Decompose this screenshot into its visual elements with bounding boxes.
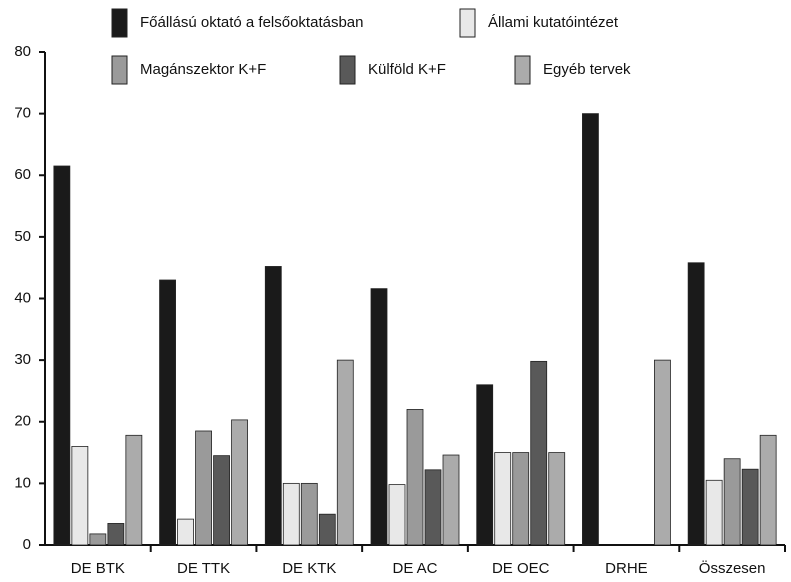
bar bbox=[512, 452, 530, 546]
bar bbox=[759, 434, 777, 546]
legend-label: Egyéb tervek bbox=[543, 61, 631, 78]
x-tick-label: DE AC bbox=[392, 560, 437, 577]
x-tick-label: DRHE bbox=[605, 560, 648, 577]
legend-swatch bbox=[459, 8, 476, 38]
legend-swatch bbox=[339, 55, 356, 85]
bar bbox=[318, 513, 336, 546]
x-tick-label: Összesen bbox=[699, 559, 766, 577]
bar bbox=[89, 533, 107, 546]
bar bbox=[231, 419, 248, 546]
legend-label: Magánszektor K+F bbox=[140, 61, 266, 78]
bar bbox=[264, 266, 282, 546]
bar bbox=[654, 359, 671, 546]
x-tick-label: DE OEC bbox=[492, 560, 550, 577]
y-tick-label: 60 bbox=[14, 166, 31, 183]
bar bbox=[336, 359, 354, 546]
bar bbox=[494, 452, 512, 546]
y-tick-label: 80 bbox=[14, 43, 31, 60]
x-tick-label: DE BTK bbox=[71, 560, 125, 577]
bar bbox=[300, 482, 318, 546]
bar bbox=[177, 518, 194, 546]
bar bbox=[107, 523, 125, 546]
bar bbox=[159, 279, 176, 546]
legend-swatch bbox=[111, 8, 128, 38]
bar bbox=[582, 113, 599, 546]
y-tick-label: 40 bbox=[14, 289, 31, 306]
bar bbox=[741, 468, 759, 546]
bar bbox=[125, 434, 143, 546]
legend-label: Külföld K+F bbox=[368, 61, 446, 78]
bar bbox=[53, 165, 71, 546]
y-tick-label: 20 bbox=[14, 413, 31, 430]
bar bbox=[476, 384, 494, 546]
bar bbox=[548, 452, 566, 546]
bar bbox=[213, 455, 230, 546]
bar bbox=[530, 360, 548, 546]
bar bbox=[705, 479, 723, 546]
bar bbox=[195, 430, 212, 546]
legend-swatch bbox=[111, 55, 128, 85]
legend-swatch bbox=[514, 55, 531, 85]
legend-label: Főállású oktató a felsőoktatásban bbox=[140, 14, 363, 31]
x-tick-label: DE KTK bbox=[282, 560, 336, 577]
legend-label: Állami kutatóintézet bbox=[488, 14, 619, 31]
y-tick-label: 0 bbox=[23, 536, 31, 553]
y-tick-label: 70 bbox=[14, 105, 31, 122]
bar bbox=[687, 262, 705, 546]
bar bbox=[388, 484, 406, 546]
x-tick-label: DE TTK bbox=[177, 560, 230, 577]
bar bbox=[370, 288, 388, 546]
bar bbox=[406, 409, 424, 546]
y-tick-label: 10 bbox=[14, 474, 31, 491]
y-tick-label: 30 bbox=[14, 351, 31, 368]
bar bbox=[442, 454, 460, 546]
bar bbox=[723, 458, 741, 546]
bar bbox=[71, 445, 89, 546]
y-tick-label: 50 bbox=[14, 228, 31, 245]
bar bbox=[282, 482, 300, 546]
bar bbox=[424, 469, 442, 546]
